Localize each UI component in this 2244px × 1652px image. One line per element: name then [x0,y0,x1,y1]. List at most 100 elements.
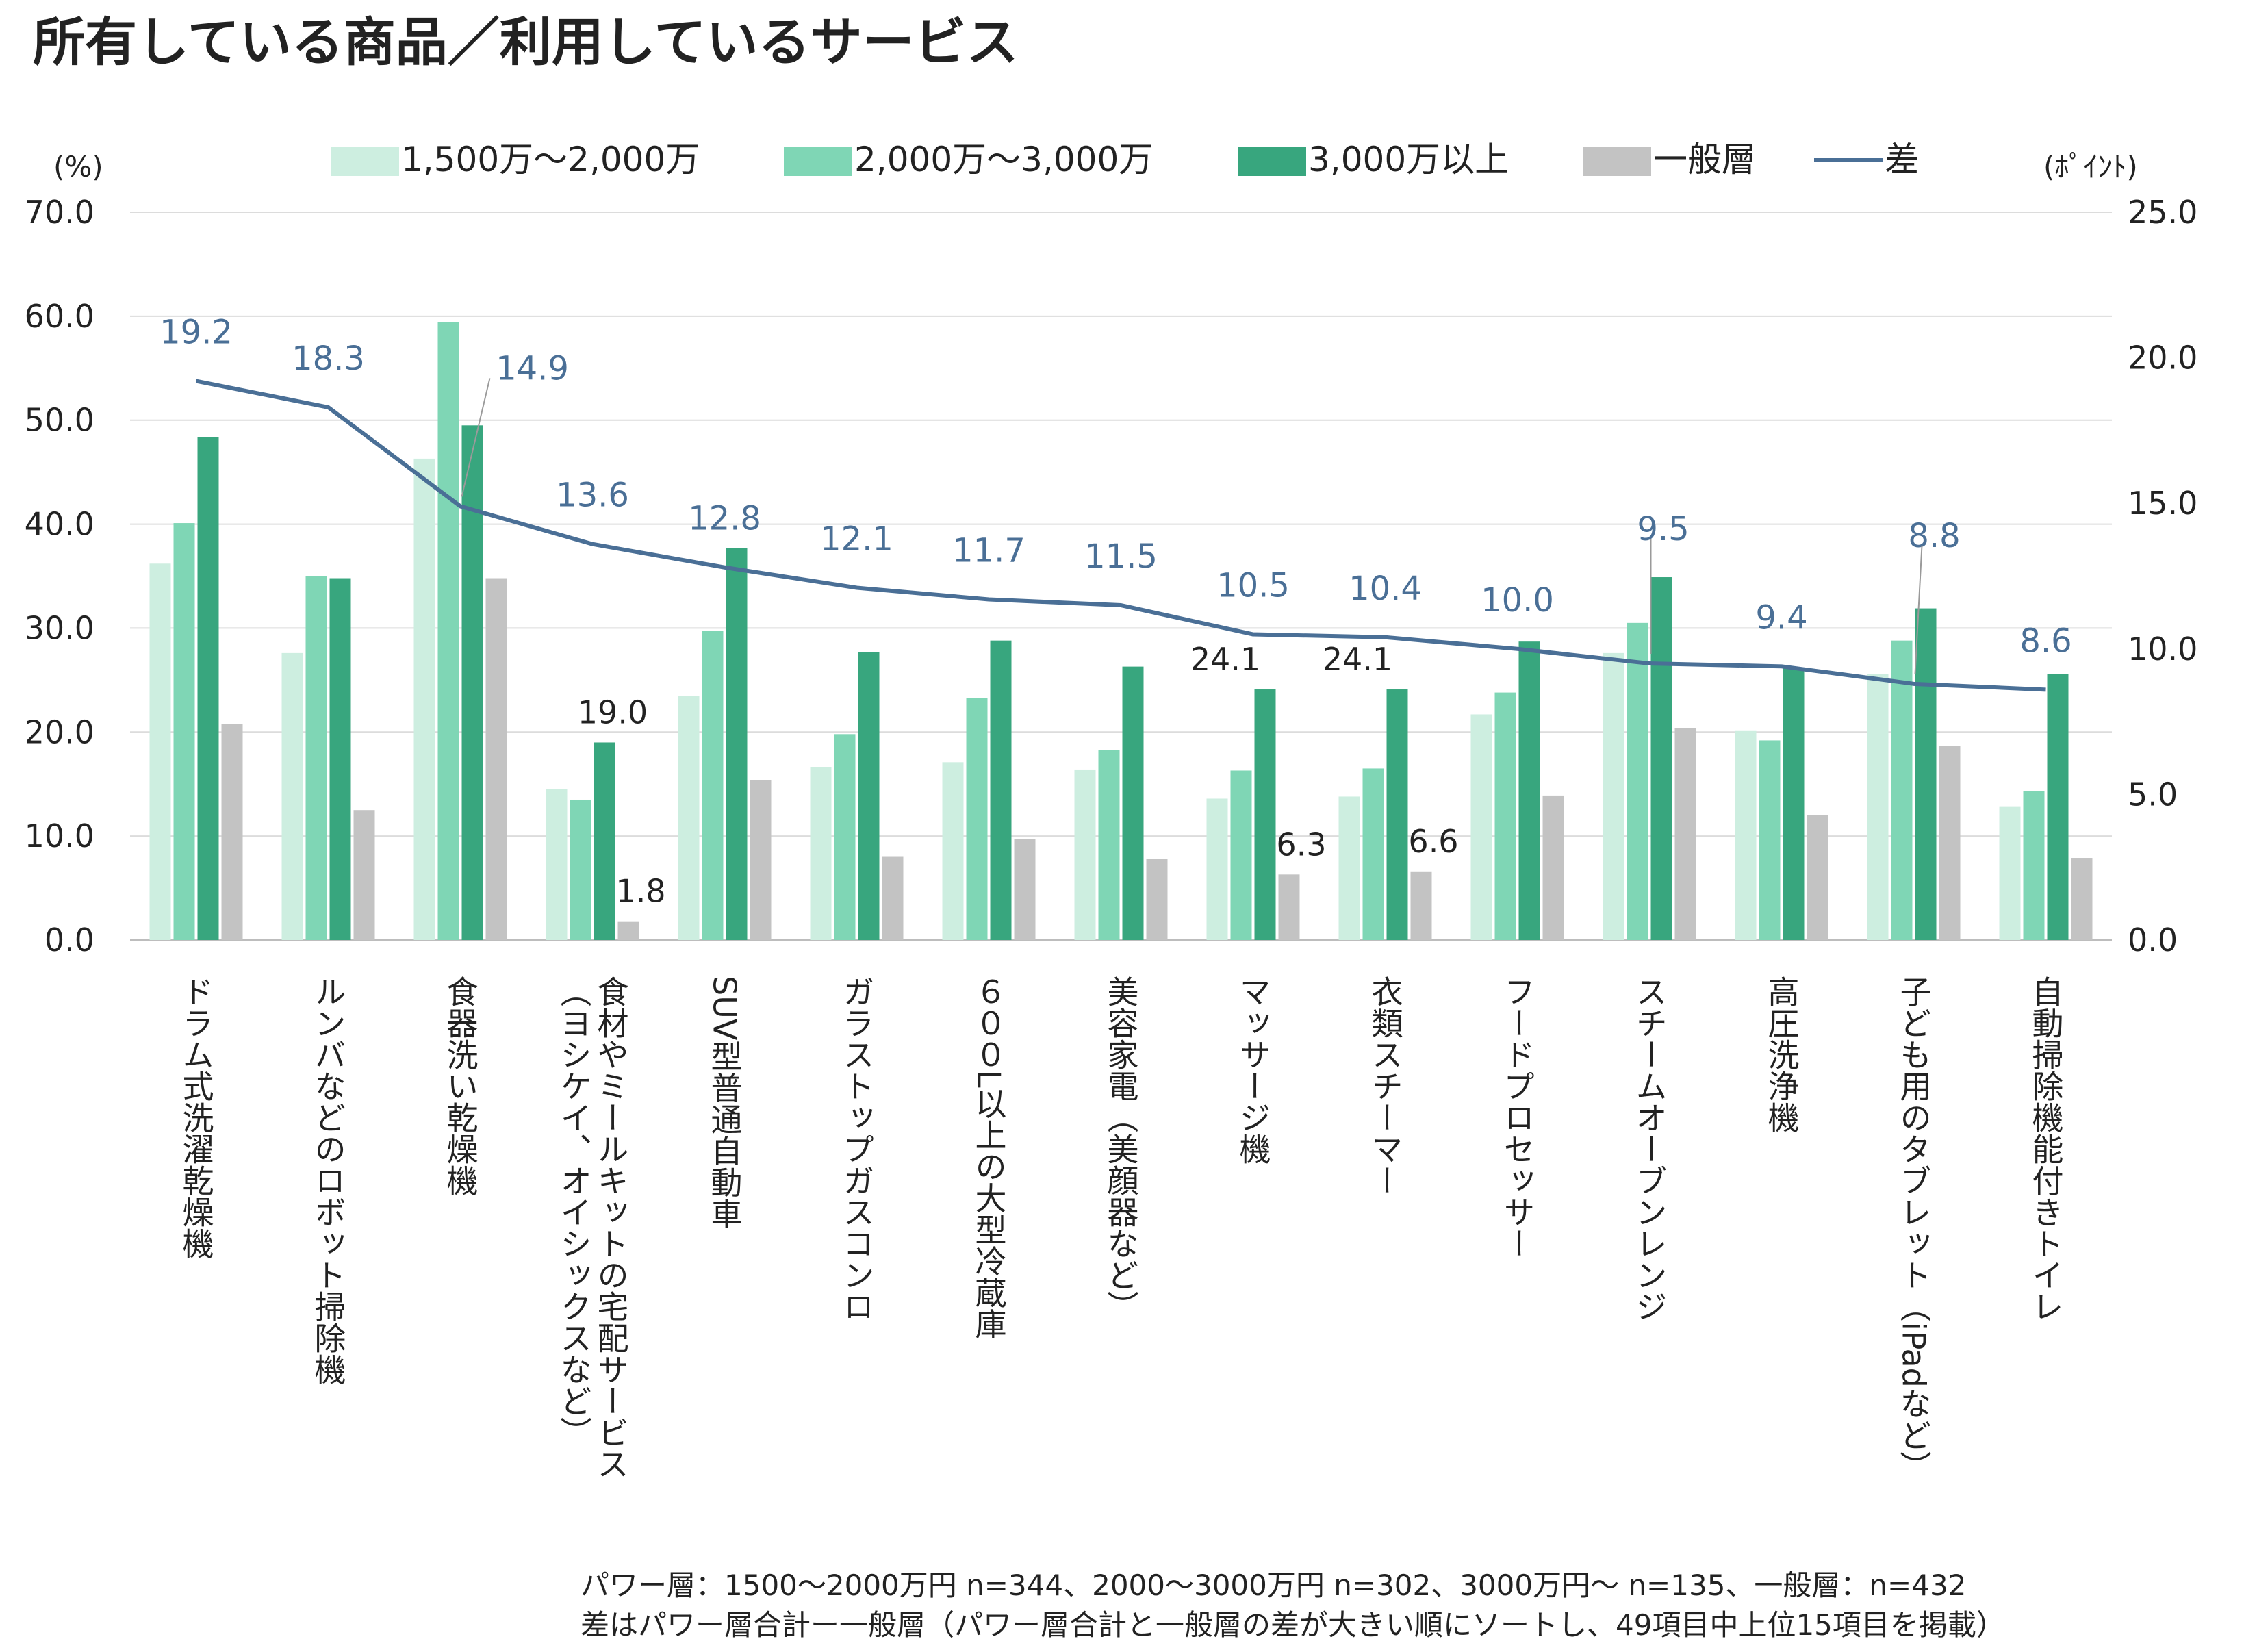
bar-3 [1915,608,1937,940]
left-tick-label: 30.0 [25,609,94,646]
bar-3 [1254,689,1276,940]
bar-4 [1807,815,1828,940]
right-tick-label: 25.0 [2128,194,2197,231]
bar-1 [546,789,568,940]
bar-2 [702,631,724,940]
footnote: 差はパワー層合計ー一般層（パワー層合計と一般層の差が大きい順にソートし、49項目… [581,1608,2005,1642]
right-axis-unit: (ﾎﾟｲﾝﾄ) [2043,150,2138,183]
right-tick-label: 5.0 [2128,776,2178,813]
bar-4 [485,578,507,940]
category-label: 食器洗い乾燥機 [442,976,479,1196]
category-label: マッサージ機 [1235,976,1272,1165]
category-label: ガラストップガスコンロ [839,976,876,1322]
category-label: ドラム式洗濯乾燥機 [178,976,215,1259]
difference-label: 14.9 [496,349,569,387]
bar-3 [1122,666,1144,940]
bar-2 [305,576,327,940]
category-label: スチームオーブンレンジ [1631,976,1668,1322]
bar-3 [329,578,351,940]
bar-2 [1362,768,1384,940]
difference-label: 9.5 [1637,510,1689,548]
bar-2 [966,698,988,940]
bar-3 [1386,689,1408,940]
left-tick-label: 10.0 [25,817,94,854]
bar-3 [1650,577,1672,940]
bar-2 [173,523,195,940]
difference-line-path [195,379,2046,692]
legend: 1,500万～2,000万 2,000万～3,000万 3,000万以上 一般層 差 [331,140,1919,179]
gridlines [130,212,2112,941]
bar-4 [617,921,639,940]
bar-1 [942,762,964,940]
bar-4 [353,810,375,940]
bar-4 [882,856,904,940]
bar-2 [2023,791,2045,940]
category-labels: ドラム式洗濯乾燥機 ルンバなどのロボット掃除機 食器洗い乾燥機 食材やミールキットの宅… [178,976,2065,1482]
right-tick-label: 15.0 [2128,485,2197,522]
bar-value-label: 6.3 [1276,826,1326,863]
bar-3 [2047,674,2069,940]
bar-value-label: 19.0 [578,694,648,730]
left-tick-label: 20.0 [25,713,94,750]
bar-2 [1759,740,1781,940]
left-tick-label: 40.0 [25,506,94,543]
bar-value-label: 24.1 [1323,641,1392,678]
bar-1 [1999,806,2021,940]
left-tick-label: 60.0 [25,298,94,335]
bar-1 [678,696,700,940]
legend-label: 1,500万～2,000万 [401,140,700,179]
category-label: ６００L以上の大型冷蔵庫 [971,976,1008,1340]
difference-line [195,379,2046,692]
left-axis-unit: (%) [53,150,103,183]
bar-1 [413,458,435,940]
bar-3 [461,425,483,940]
right-tick-label: 10.0 [2128,631,2197,668]
bar-1 [1206,798,1228,940]
bar-2 [1494,692,1516,940]
footnote: パワー層：1500～2000万円 n=344、2000～3000万円 n=302… [581,1568,1966,1602]
bar-1 [1603,652,1624,940]
bar-4 [221,724,243,940]
bar-2 [1098,750,1120,940]
data-labels: 19.2 18.3 14.9 13.6 12.8 12.1 11.7 11.5 10.5 10.4… [160,314,2072,910]
category-label: （ヨシケイ、オイシックスなど） [556,976,593,1448]
difference-label: 10.5 [1216,567,1290,605]
bar-1 [1338,796,1360,940]
bar-4 [1278,874,1300,940]
bar-4 [750,780,772,940]
bar-2 [1627,622,1648,940]
category-label: 子ども用のタブレット（iPadなど） [1896,976,1933,1482]
bar-3 [990,640,1012,940]
bar-value-label: 1.8 [615,873,665,910]
bar-1 [1470,714,1492,940]
bar-3 [1518,641,1540,940]
bar-1 [1074,769,1096,940]
legend-swatch [1238,147,1306,176]
bar-2 [437,322,459,940]
bar-3 [1783,668,1805,940]
category-label: ルンバなどのロボット掃除機 [310,976,347,1385]
legend-swatch [331,147,399,176]
bar-4 [1014,839,1036,940]
leader-line [461,378,491,497]
legend-swatch [784,147,852,176]
bar-1 [810,767,832,940]
bar-4 [1146,859,1168,940]
difference-label: 10.0 [1481,581,1554,620]
legend-label: 差 [1885,140,1919,179]
bar-4 [2071,858,2093,940]
legend-label: 2,000万～3,000万 [854,140,1153,179]
difference-label: 9.4 [1755,598,1807,637]
difference-label: 11.5 [1084,537,1158,576]
legend-swatch [1583,147,1651,176]
bar-1 [1735,730,1757,940]
legend-label: 3,000万以上 [1308,140,1509,179]
bar-4 [1542,795,1564,940]
category-label: フードプロセッサー [1499,976,1536,1259]
bar-4 [1674,728,1696,940]
bar-3 [197,437,219,940]
difference-label: 13.6 [556,476,629,515]
left-tick-label: 0.0 [44,922,94,958]
category-label: 食材やミールキットの宅配サービス [593,976,630,1479]
